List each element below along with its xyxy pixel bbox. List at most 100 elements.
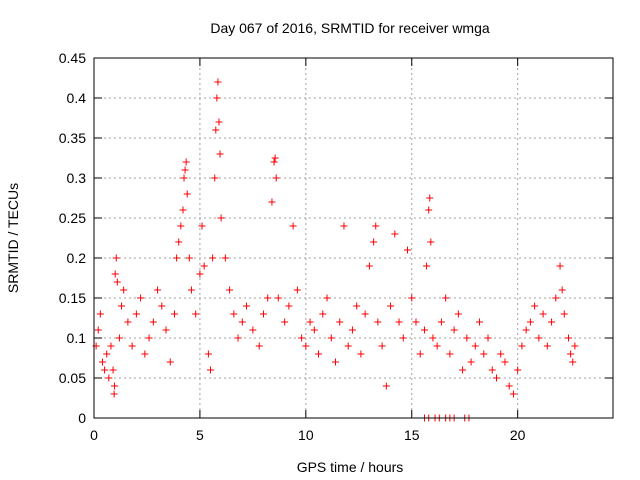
- data-point: [365, 262, 373, 270]
- data-point: [268, 198, 276, 206]
- data-point: [272, 174, 280, 182]
- data-point: [387, 302, 395, 310]
- data-point: [204, 350, 212, 358]
- data-point: [450, 326, 458, 334]
- data-point: [94, 326, 102, 334]
- data-point: [200, 262, 208, 270]
- data-point: [158, 302, 166, 310]
- data-point: [132, 310, 140, 318]
- data-point: [101, 366, 109, 374]
- data-point: [501, 358, 509, 366]
- data-point: [571, 342, 579, 350]
- x-axis-label: GPS time / hours: [297, 459, 404, 475]
- data-point: [306, 318, 314, 326]
- data-point: [509, 390, 517, 398]
- data-point: [361, 310, 369, 318]
- y-tick-label: 0.2: [67, 250, 87, 266]
- data-point: [543, 342, 551, 350]
- data-point: [173, 254, 181, 262]
- x-tick-label: 20: [510, 427, 526, 443]
- data-point: [113, 278, 121, 286]
- data-point: [211, 174, 219, 182]
- x-tick-label: 5: [196, 427, 204, 443]
- data-point: [180, 174, 188, 182]
- data-point: [141, 350, 149, 358]
- data-point: [105, 374, 113, 382]
- data-point: [212, 126, 220, 134]
- y-tick-label: 0.45: [59, 50, 86, 66]
- data-point: [429, 334, 437, 342]
- data-point: [145, 334, 153, 342]
- y-tick-label: 0.35: [59, 130, 86, 146]
- data-point: [179, 206, 187, 214]
- data-point: [181, 166, 189, 174]
- y-tick-label: 0: [78, 410, 86, 426]
- data-point: [416, 350, 424, 358]
- data-point: [216, 150, 224, 158]
- data-point: [111, 270, 119, 278]
- data-point: [118, 302, 126, 310]
- data-point: [560, 310, 568, 318]
- data-point: [315, 350, 323, 358]
- data-point: [221, 254, 229, 262]
- data-point: [281, 318, 289, 326]
- grid-lines: [94, 58, 613, 418]
- data-point: [323, 294, 331, 302]
- data-point: [289, 222, 297, 230]
- x-tick-label: 10: [298, 427, 314, 443]
- data-point: [217, 214, 225, 222]
- data-points: [92, 78, 579, 422]
- data-point: [426, 194, 434, 202]
- data-point: [177, 222, 185, 230]
- data-point: [120, 286, 128, 294]
- data-point: [370, 238, 378, 246]
- data-point: [98, 358, 106, 366]
- data-point: [187, 286, 195, 294]
- data-point: [259, 310, 267, 318]
- data-point: [404, 246, 412, 254]
- data-point: [319, 310, 327, 318]
- data-point: [336, 318, 344, 326]
- data-point: [399, 334, 407, 342]
- data-point: [192, 310, 200, 318]
- data-point: [514, 366, 522, 374]
- data-point: [255, 342, 263, 350]
- x-tick-label: 15: [404, 427, 420, 443]
- data-point: [109, 366, 117, 374]
- y-tick-label: 0.3: [67, 170, 87, 186]
- data-point: [344, 342, 352, 350]
- data-point: [374, 318, 382, 326]
- x-tick-label: 0: [90, 427, 98, 443]
- data-point: [166, 358, 174, 366]
- data-point: [298, 334, 306, 342]
- data-point: [433, 342, 441, 350]
- data-point: [124, 318, 132, 326]
- data-point: [230, 310, 238, 318]
- data-point: [96, 310, 104, 318]
- data-point: [264, 294, 272, 302]
- data-point: [213, 94, 221, 102]
- data-point: [357, 350, 365, 358]
- data-point: [420, 326, 428, 334]
- y-tick-label: 0.1: [67, 330, 87, 346]
- data-point: [535, 334, 543, 342]
- y-tick-label: 0.25: [59, 210, 86, 226]
- data-point: [170, 310, 178, 318]
- data-point: [446, 350, 454, 358]
- data-point: [408, 294, 416, 302]
- data-point: [128, 342, 136, 350]
- data-point: [112, 254, 120, 262]
- data-point: [412, 318, 420, 326]
- data-point: [459, 366, 467, 374]
- data-point: [567, 350, 575, 358]
- data-point: [209, 254, 217, 262]
- data-point: [110, 390, 118, 398]
- data-point: [270, 158, 278, 166]
- data-point: [182, 158, 190, 166]
- data-point: [558, 286, 566, 294]
- data-point: [243, 302, 251, 310]
- data-point: [111, 382, 119, 390]
- data-point: [548, 318, 556, 326]
- data-point: [331, 358, 339, 366]
